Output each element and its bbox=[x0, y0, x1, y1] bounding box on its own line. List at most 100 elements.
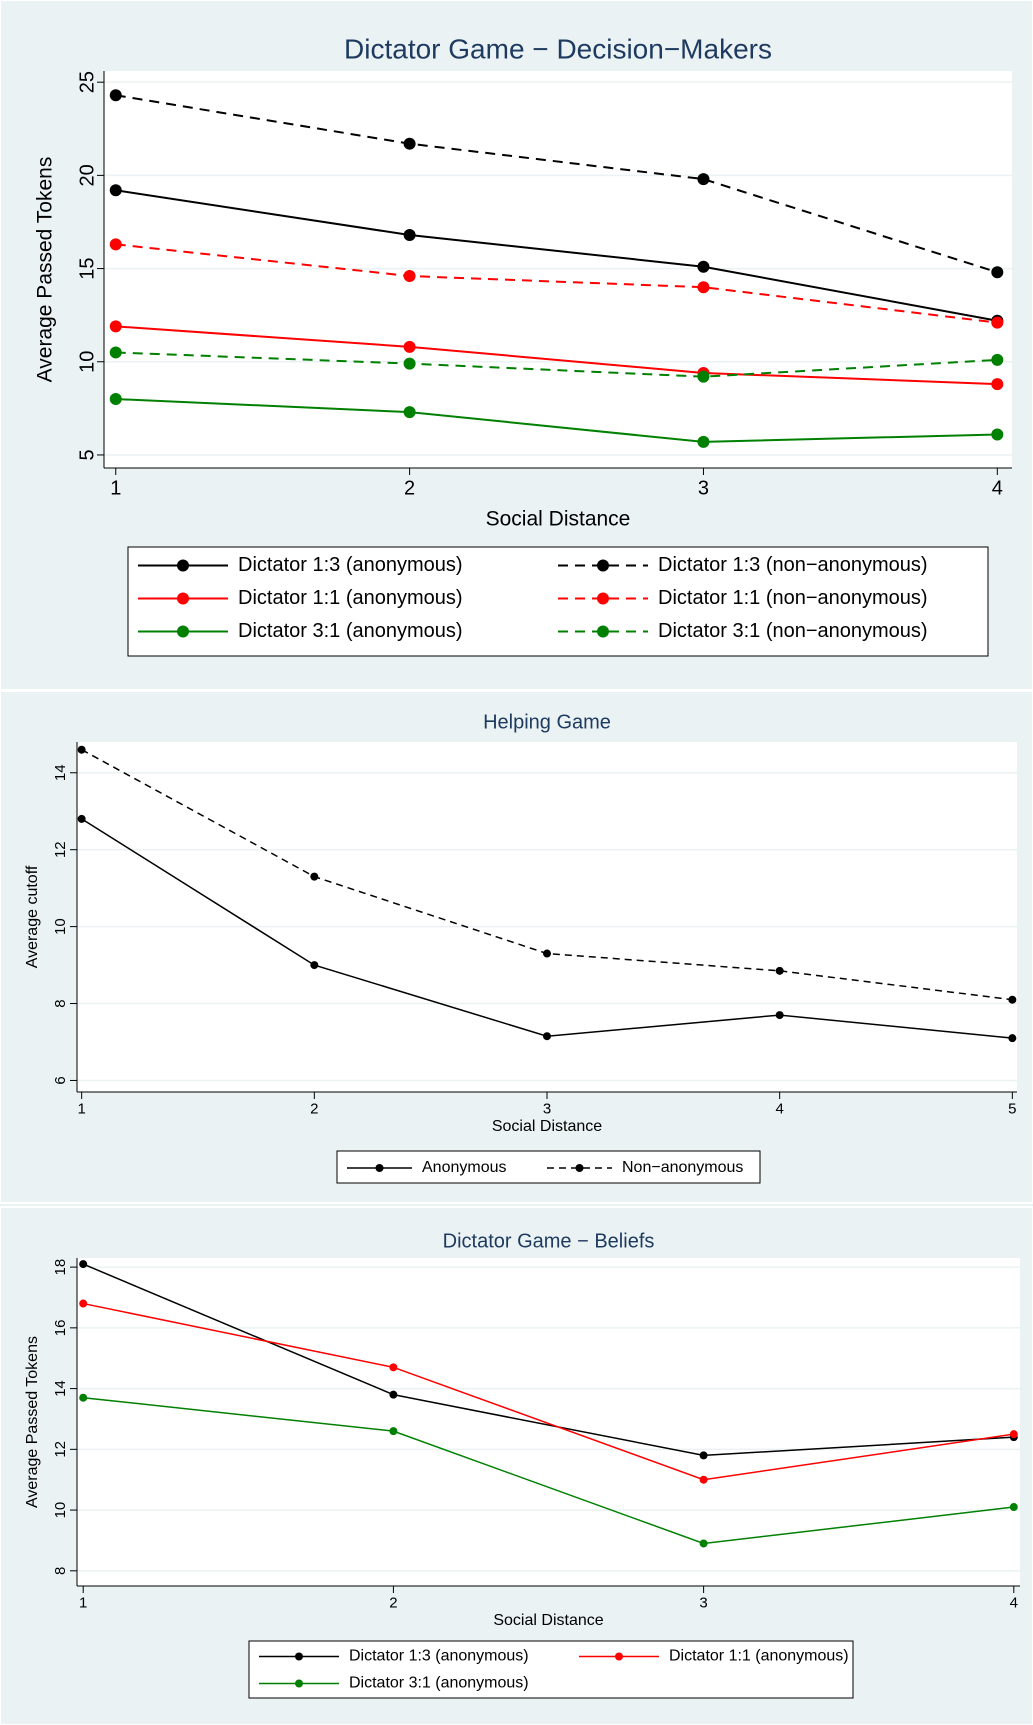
x-tick-label: 3 bbox=[698, 477, 709, 499]
x-tick-label: 1 bbox=[110, 477, 121, 499]
chart-title: Dictator Game − Decision−Makers bbox=[344, 33, 772, 64]
series-line bbox=[115, 94, 998, 274]
legend-marker bbox=[177, 625, 189, 638]
series-line bbox=[115, 189, 998, 322]
legend-marker bbox=[295, 1652, 303, 1661]
series-line bbox=[83, 1396, 1014, 1545]
data-point bbox=[79, 1393, 88, 1402]
legend-label: Dictator 3:1 (non−anonymous) bbox=[658, 620, 928, 642]
legend-marker bbox=[615, 1652, 623, 1661]
legend-label: Anonymous bbox=[422, 1159, 507, 1176]
x-tick-label: 4 bbox=[776, 1100, 784, 1117]
series-line bbox=[115, 351, 998, 378]
data-point bbox=[79, 1299, 88, 1308]
data-point bbox=[775, 966, 784, 975]
series-line bbox=[82, 1263, 1014, 1457]
data-point bbox=[403, 229, 416, 242]
data-point bbox=[389, 1390, 398, 1399]
legend-label: Dictator 1:3 (anonymous) bbox=[238, 554, 463, 576]
y-tick-label: 12 bbox=[52, 841, 69, 858]
data-point bbox=[1008, 995, 1017, 1004]
legend-label: Non−anonymous bbox=[622, 1159, 743, 1176]
legend-label: Dictator 1:1 (non−anonymous) bbox=[658, 587, 928, 609]
data-point bbox=[697, 260, 710, 273]
data-point bbox=[403, 406, 416, 419]
data-point bbox=[109, 393, 122, 406]
data-point bbox=[310, 872, 319, 881]
data-point bbox=[991, 428, 1004, 441]
data-point bbox=[403, 340, 416, 353]
data-point bbox=[403, 137, 416, 150]
y-axis-label: Average cutoff bbox=[24, 865, 41, 968]
y-tick-label: 6 bbox=[52, 1076, 69, 1084]
legend-box bbox=[336, 1150, 761, 1184]
y-tick-label: 8 bbox=[52, 999, 69, 1007]
data-point bbox=[991, 316, 1004, 329]
y-tick-label: 15 bbox=[76, 257, 98, 279]
legend-marker bbox=[575, 1164, 584, 1172]
data-point bbox=[109, 346, 122, 359]
x-axis-label: Social Distance bbox=[486, 508, 631, 531]
y-axis-label: Average Passed Tokens bbox=[24, 1336, 41, 1508]
legend-marker bbox=[177, 559, 189, 572]
y-tick-label: 14 bbox=[52, 1380, 69, 1397]
legend-marker bbox=[375, 1164, 384, 1172]
series-line bbox=[115, 325, 998, 386]
data-point bbox=[697, 173, 710, 186]
data-point bbox=[109, 89, 122, 102]
data-point bbox=[699, 1539, 708, 1548]
series-line bbox=[83, 1302, 1014, 1481]
plot-area bbox=[104, 71, 1012, 468]
y-tick-label: 18 bbox=[52, 1259, 69, 1276]
x-tick-label: 2 bbox=[310, 1100, 318, 1117]
legend-marker bbox=[597, 592, 609, 605]
y-tick-label: 8 bbox=[52, 1567, 69, 1575]
data-point bbox=[1009, 1430, 1018, 1439]
chart-title: Dictator Game − Beliefs bbox=[443, 1230, 655, 1252]
data-point bbox=[991, 378, 1004, 391]
legend-label: Dictator 3:1 (anonymous) bbox=[349, 1675, 529, 1692]
data-point bbox=[775, 1011, 784, 1020]
data-point bbox=[991, 266, 1004, 279]
data-point bbox=[403, 270, 416, 283]
data-point bbox=[699, 1475, 708, 1484]
x-tick-label: 3 bbox=[543, 1100, 551, 1117]
data-point bbox=[109, 184, 122, 197]
x-tick-label: 4 bbox=[1010, 1594, 1018, 1611]
data-point bbox=[697, 435, 710, 448]
series-line bbox=[115, 243, 998, 324]
legend-box bbox=[248, 1640, 854, 1699]
y-tick-label: 10 bbox=[52, 918, 69, 935]
y-tick-label: 16 bbox=[52, 1320, 69, 1337]
legend-marker bbox=[597, 625, 609, 638]
data-point bbox=[77, 745, 86, 754]
x-tick-label: 1 bbox=[79, 1594, 87, 1611]
data-point bbox=[389, 1427, 398, 1436]
y-tick-label: 25 bbox=[76, 71, 98, 93]
data-point bbox=[697, 370, 710, 383]
y-axis-label: Average Passed Tokens bbox=[34, 157, 57, 383]
data-point bbox=[79, 1260, 88, 1269]
y-tick-label: 10 bbox=[52, 1502, 69, 1519]
x-tick-label: 2 bbox=[389, 1594, 397, 1611]
legend-label: Dictator 1:3 (non−anonymous) bbox=[658, 554, 928, 576]
y-tick-label: 14 bbox=[52, 764, 69, 781]
y-tick-label: 12 bbox=[52, 1441, 69, 1458]
x-tick-label: 3 bbox=[699, 1594, 707, 1611]
data-point bbox=[109, 320, 122, 333]
legend-label: Dictator 1:1 (anonymous) bbox=[669, 1648, 849, 1665]
x-axis-label: Social Distance bbox=[492, 1118, 602, 1135]
data-point bbox=[1008, 1034, 1017, 1043]
series-line bbox=[115, 398, 998, 443]
data-point bbox=[389, 1363, 398, 1372]
x-tick-label: 4 bbox=[992, 477, 1003, 499]
data-point bbox=[543, 949, 551, 958]
x-axis-label: Social Distance bbox=[493, 1612, 603, 1629]
data-point bbox=[991, 353, 1004, 366]
data-point bbox=[699, 1451, 708, 1460]
legend-label: Dictator 1:1 (anonymous) bbox=[238, 587, 463, 609]
x-tick-label: 5 bbox=[1008, 1100, 1016, 1117]
y-tick-label: 10 bbox=[76, 351, 98, 373]
legend-marker bbox=[295, 1679, 303, 1688]
